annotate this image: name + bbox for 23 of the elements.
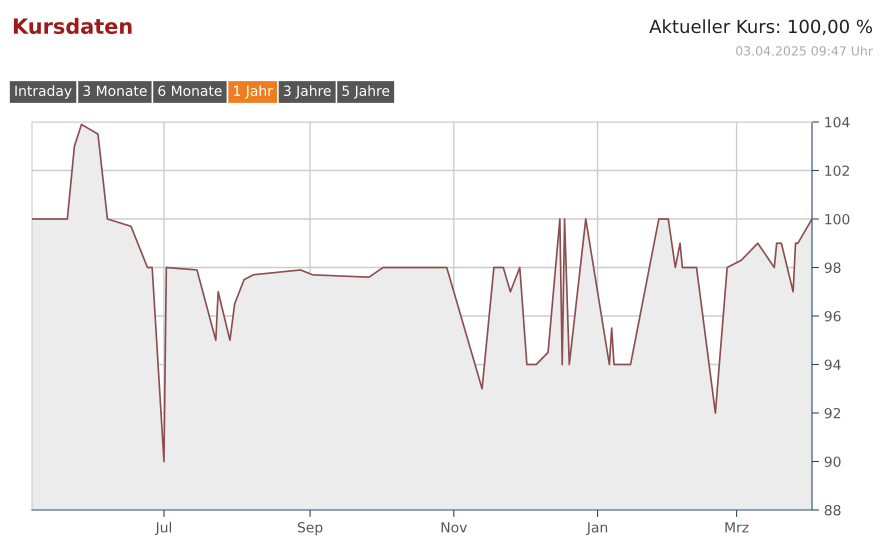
y-tick-label: 92 (824, 408, 840, 418)
text: 3 Jahre (284, 85, 331, 99)
y-tick-label: 94 (824, 359, 841, 370)
y-tick-label: 90 (824, 456, 841, 467)
y-tick-label: 104 (825, 116, 850, 128)
text: Intraday (15, 85, 72, 99)
chart-title: Kursdaten (14, 18, 132, 34)
x-tick-label: Mrz (725, 522, 748, 532)
y-tick-label: 88 (824, 504, 841, 516)
x-tick-label: Nov (442, 522, 467, 533)
text: 1 Jahr (234, 85, 273, 99)
text: 3 Monate (83, 86, 147, 96)
x-tick-label: Jul (154, 522, 172, 536)
text: 6 Monate (158, 86, 222, 96)
text: 03.04.2025 09:47 Uhr (736, 46, 873, 56)
x-tick-label: Sep (298, 522, 322, 536)
y-tick-label: 102 (825, 165, 849, 176)
y-tick-label: 100 (825, 214, 850, 224)
y-tick-label: 98 (824, 262, 841, 273)
y-tick-label: 96 (824, 310, 841, 322)
x-tick-label: Jan (586, 522, 608, 536)
text: 5 Jahre (342, 85, 390, 99)
chart-subtitle: Aktueller Kurs: 100,00 % (649, 19, 872, 36)
